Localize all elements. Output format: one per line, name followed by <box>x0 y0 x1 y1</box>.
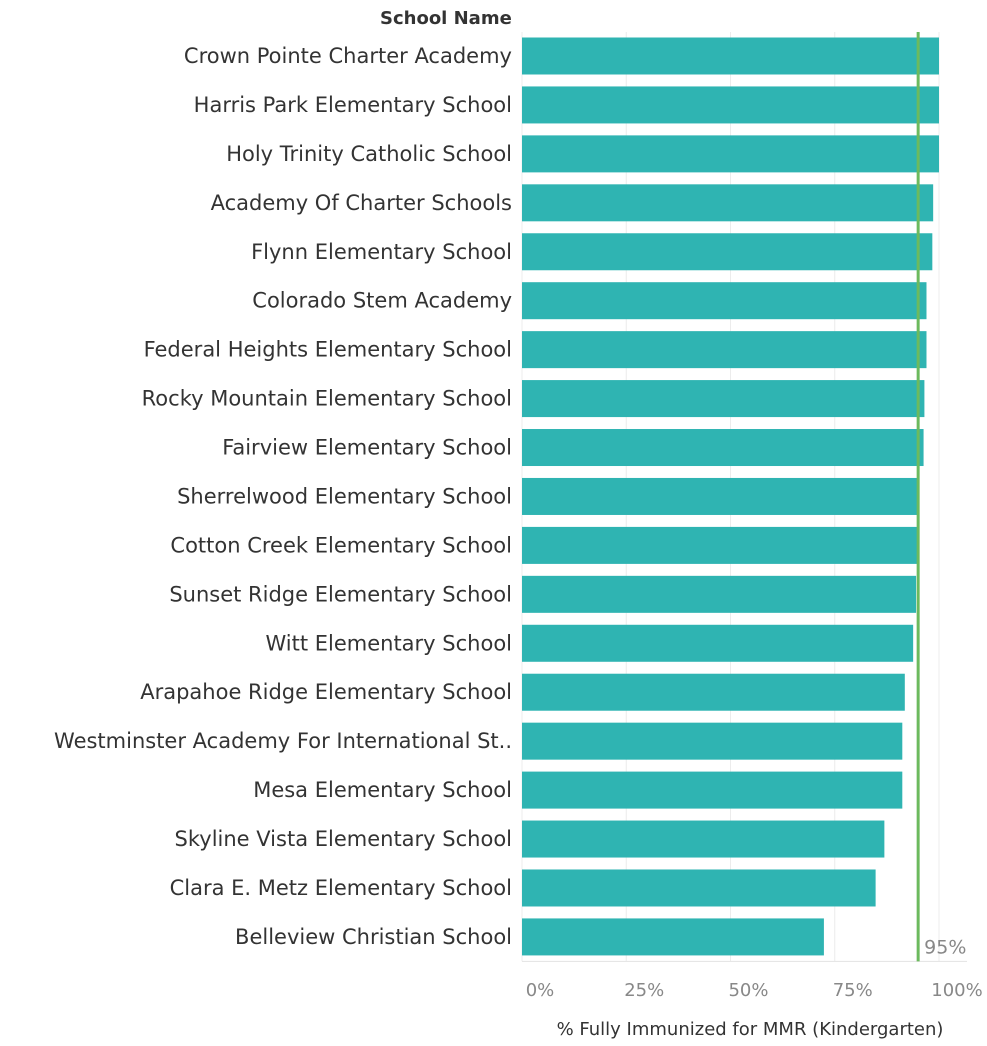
bar-4[interactable] <box>522 233 933 271</box>
reference-line-layer: 95% <box>916 32 966 962</box>
category-label-15: Mesa Elementary School <box>253 778 512 802</box>
bar-6[interactable] <box>522 331 927 369</box>
bar-7[interactable] <box>522 380 925 418</box>
reference-line-label: 95% <box>924 936 966 958</box>
category-label-12: Witt Elementary School <box>265 631 512 655</box>
bar-18[interactable] <box>522 918 824 956</box>
x-tick-label-3: 75% <box>833 980 873 1001</box>
bar-15[interactable] <box>522 771 903 809</box>
bar-17[interactable] <box>522 869 876 907</box>
bar-9[interactable] <box>522 477 919 515</box>
category-label-8: Fairview Elementary School <box>222 436 512 460</box>
category-label-5: Colorado Stem Academy <box>252 289 512 313</box>
bar-1[interactable] <box>522 86 939 124</box>
category-label-13: Arapahoe Ridge Elementary School <box>140 680 512 704</box>
bar-3[interactable] <box>522 184 934 222</box>
category-label-6: Federal Heights Elementary School <box>144 338 512 362</box>
category-label-17: Clara E. Metz Elementary School <box>170 876 512 900</box>
category-label-7: Rocky Mountain Elementary School <box>142 387 512 411</box>
x-tick-label-1: 25% <box>624 980 664 1001</box>
x-tick-label-4: 100% <box>931 980 982 1001</box>
category-label-16: Skyline Vista Elementary School <box>175 827 512 851</box>
category-label-4: Flynn Elementary School <box>251 240 512 264</box>
bar-layer <box>522 37 939 956</box>
bar-13[interactable] <box>522 673 905 711</box>
category-label-layer: Crown Pointe Charter Academy Harris Park … <box>54 44 512 949</box>
x-tick-label-2: 50% <box>728 980 768 1001</box>
category-label-9: Sherrelwood Elementary School <box>177 484 512 508</box>
bar-0[interactable] <box>522 37 939 75</box>
category-label-1: Harris Park Elementary School <box>194 93 512 117</box>
row-header: School Name <box>380 8 512 29</box>
bar-12[interactable] <box>522 624 914 662</box>
bar-5[interactable] <box>522 282 927 320</box>
bar-11[interactable] <box>522 575 917 613</box>
bar-8[interactable] <box>522 429 924 467</box>
bar-16[interactable] <box>522 820 885 858</box>
x-tick-label-0: 0% <box>526 980 555 1001</box>
category-label-3: Academy Of Charter Schools <box>211 191 512 215</box>
category-label-10: Cotton Creek Elementary School <box>170 533 512 557</box>
category-label-18: Belleview Christian School <box>235 925 512 949</box>
category-label-2: Holy Trinity Catholic School <box>226 142 512 166</box>
category-label-0: Crown Pointe Charter Academy <box>184 44 512 68</box>
category-label-14: Westminster Academy For International St… <box>54 729 512 753</box>
bar-10[interactable] <box>522 526 919 564</box>
x-axis: 0% 25% 50% 75% 100% <box>522 960 983 1001</box>
bar-14[interactable] <box>522 722 903 760</box>
category-label-11: Sunset Ridge Elementary School <box>169 582 512 606</box>
x-axis-title: % Fully Immunized for MMR (Kindergarten) <box>557 1019 944 1040</box>
bar-2[interactable] <box>522 135 939 173</box>
